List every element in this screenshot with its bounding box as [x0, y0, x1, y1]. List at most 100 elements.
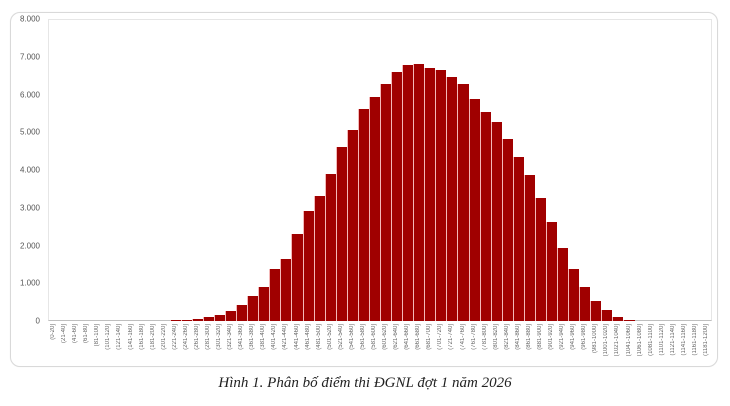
x-tick-label: (141-160] [127, 324, 134, 350]
bar [346, 130, 358, 321]
bar [601, 310, 613, 321]
bar [557, 248, 569, 321]
x-tick-label: (501-520] [326, 324, 333, 350]
bar [357, 108, 369, 321]
x-tick-label: (721-740] [448, 324, 455, 350]
x-tick-label: (421-440] [282, 324, 289, 350]
x-tick-label: (281-300] [204, 324, 211, 350]
x-tick-label: (541-560] [348, 324, 355, 350]
x-tick-label: (441-460] [293, 324, 300, 350]
bar [402, 65, 414, 321]
bar [225, 310, 237, 321]
bar [247, 296, 259, 321]
bar [214, 315, 226, 321]
x-tick-label: (201-220] [160, 324, 167, 350]
bar [568, 269, 580, 321]
x-tick-label: (321-340] [227, 324, 234, 350]
x-tick-label: (81-100] [94, 324, 101, 347]
x-tick-label: (1121-1140] [669, 324, 676, 356]
x-tick-label: (461-480] [304, 324, 311, 350]
bar [546, 221, 558, 321]
y-tick-label: 3.000 [19, 203, 40, 213]
x-tick-label: (1041-1060] [625, 324, 632, 357]
x-tick-label: (361-380] [249, 324, 256, 350]
x-tick-label: (221-240] [171, 324, 178, 350]
bar [302, 211, 314, 321]
x-tick-label: (1141-1160] [680, 324, 687, 356]
x-tick-label: (101-120] [105, 324, 112, 350]
x-tick-label: (1081-1100] [647, 324, 654, 356]
x-tick-label: (381-400] [260, 324, 267, 350]
x-tick-label: (1001-1020] [603, 324, 610, 357]
x-tick-label: (21-40] [61, 324, 68, 344]
x-tick-label: (61-80] [83, 324, 90, 344]
bar [324, 174, 336, 321]
x-tick-label: (161-180] [138, 324, 145, 350]
x-tick-label: (781-800] [481, 324, 488, 350]
x-tick-label: (521-540] [337, 324, 344, 350]
x-tick-label: (961-980] [581, 324, 588, 350]
bar [380, 84, 392, 321]
x-tick-label: (1101-1120] [658, 324, 665, 356]
bar [501, 139, 513, 321]
bar [391, 72, 403, 321]
x-tick-label: (741-760] [459, 324, 466, 350]
x-tick-label: (561-580] [359, 324, 366, 350]
x-tick-label: (661-680] [415, 324, 422, 350]
x-tick-label: (941-960] [570, 324, 577, 350]
y-tick-label: 6.000 [19, 90, 40, 99]
x-tick-label: (841-860] [514, 324, 521, 350]
x-tick-label: (41-60] [72, 324, 79, 344]
bar [623, 319, 635, 321]
x-tick-label: (681-700] [426, 324, 433, 350]
y-tick-label: 4.000 [19, 165, 40, 175]
x-tick-label: (341-360] [238, 324, 245, 350]
x-tick-label: (1181-1200] [702, 324, 709, 356]
bar [236, 305, 248, 321]
bar [202, 317, 214, 321]
x-tick-label: (761-780] [470, 324, 477, 350]
x-tick-label: (821-840] [503, 324, 510, 350]
x-tick-label: (901-920] [548, 324, 555, 350]
bar [280, 259, 292, 321]
bar [169, 320, 181, 321]
bar [612, 316, 624, 321]
x-axis: (0-20] (21-40] (41-60] (61-80] (81-100] (101-… [48, 324, 712, 364]
bar [335, 146, 347, 321]
bar [191, 319, 203, 321]
bar [512, 156, 524, 321]
bar [180, 319, 192, 321]
bar [258, 286, 270, 321]
bar [313, 195, 325, 321]
x-tick-label: (241-260] [182, 324, 189, 350]
x-tick-label: (921-940] [559, 324, 566, 350]
y-tick-label: 8.000 [19, 14, 40, 24]
y-tick-label: 0 [35, 316, 40, 326]
bar [468, 98, 480, 321]
bar [579, 287, 591, 321]
x-tick-label: (1161-1180] [691, 324, 698, 356]
x-tick-label: (641-660] [404, 324, 411, 350]
bar [479, 111, 491, 321]
x-tick-label: (261-280] [193, 324, 200, 350]
x-tick-label: (581-600] [370, 324, 377, 350]
y-tick-label: 1.000 [19, 278, 40, 288]
x-tick-label: (481-500] [315, 324, 322, 350]
x-tick-label: (1061-1080] [636, 324, 643, 357]
bar [424, 67, 436, 321]
figure-caption: Hình 1. Phân bố điểm thi ĐGNL đợt 1 năm … [218, 375, 512, 391]
bar [523, 174, 535, 321]
bar [368, 96, 380, 321]
bar [291, 233, 303, 321]
bar [269, 269, 281, 321]
bar [590, 300, 602, 321]
x-tick-label: (401-420] [271, 324, 278, 350]
bar-series [48, 19, 712, 321]
x-tick-label: (1021-1040] [614, 324, 621, 357]
x-tick-label: (301-320] [216, 324, 223, 350]
bar [457, 83, 469, 321]
x-tick-label: (861-880] [525, 324, 532, 350]
x-tick-label: (181-200] [149, 324, 156, 350]
x-tick-label: (881-900] [536, 324, 543, 350]
bar [534, 198, 546, 321]
